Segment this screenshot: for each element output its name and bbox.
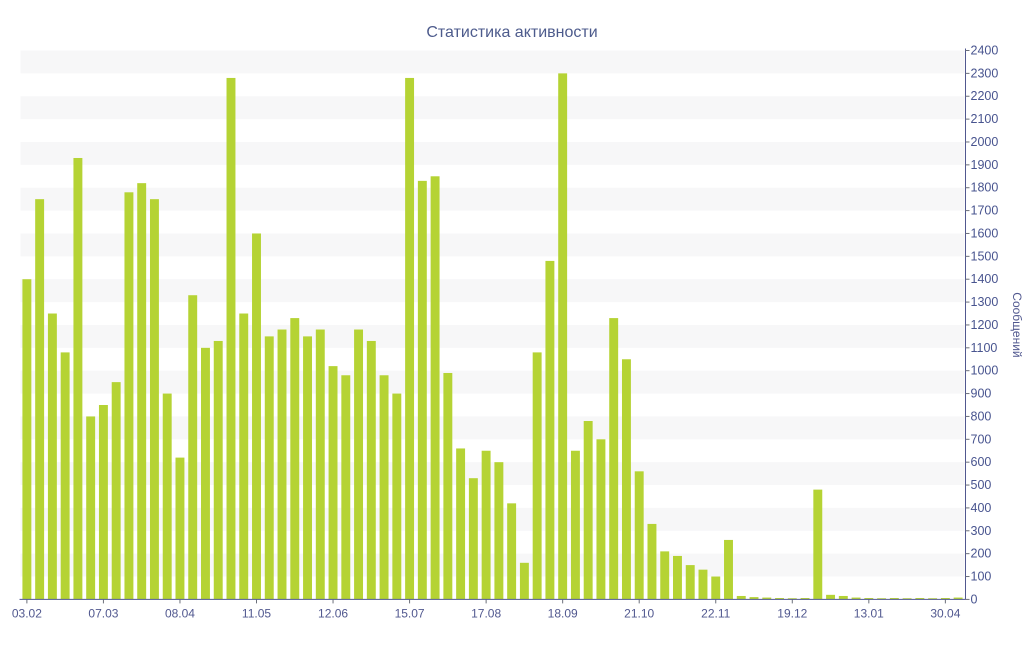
svg-text:2400: 2400 bbox=[971, 44, 999, 58]
svg-text:1800: 1800 bbox=[971, 181, 999, 195]
svg-text:2100: 2100 bbox=[971, 112, 999, 126]
svg-text:15.07: 15.07 bbox=[395, 606, 425, 620]
svg-text:18.09: 18.09 bbox=[548, 606, 578, 620]
svg-text:13.01: 13.01 bbox=[854, 606, 884, 620]
svg-text:11.05: 11.05 bbox=[242, 606, 271, 620]
svg-text:400: 400 bbox=[971, 501, 992, 515]
svg-text:300: 300 bbox=[971, 524, 992, 538]
svg-text:07.03: 07.03 bbox=[88, 606, 118, 620]
svg-text:800: 800 bbox=[971, 409, 992, 423]
svg-text:1700: 1700 bbox=[971, 204, 999, 218]
svg-text:12.06: 12.06 bbox=[318, 606, 348, 620]
svg-text:0: 0 bbox=[971, 592, 978, 606]
svg-text:700: 700 bbox=[971, 432, 992, 446]
svg-text:1900: 1900 bbox=[971, 158, 999, 172]
svg-text:1100: 1100 bbox=[971, 341, 998, 355]
svg-text:08.04: 08.04 bbox=[165, 606, 195, 620]
svg-text:2200: 2200 bbox=[971, 89, 999, 103]
svg-text:30.04: 30.04 bbox=[930, 606, 960, 620]
svg-text:500: 500 bbox=[971, 478, 992, 492]
svg-text:2000: 2000 bbox=[971, 135, 999, 149]
svg-text:2300: 2300 bbox=[971, 66, 999, 80]
svg-text:21.10: 21.10 bbox=[624, 606, 654, 620]
svg-text:1200: 1200 bbox=[971, 318, 999, 332]
svg-text:200: 200 bbox=[971, 547, 992, 561]
svg-text:03.02: 03.02 bbox=[12, 606, 42, 620]
svg-text:1300: 1300 bbox=[971, 295, 999, 309]
svg-text:17.08: 17.08 bbox=[471, 606, 501, 620]
svg-text:Сообщений: Сообщений bbox=[1010, 292, 1024, 357]
svg-text:1000: 1000 bbox=[971, 364, 999, 378]
svg-text:22.11: 22.11 bbox=[701, 606, 730, 620]
svg-text:600: 600 bbox=[971, 455, 992, 469]
svg-text:1600: 1600 bbox=[971, 226, 999, 240]
svg-text:19.12: 19.12 bbox=[777, 606, 807, 620]
svg-text:100: 100 bbox=[971, 570, 992, 584]
svg-text:1500: 1500 bbox=[971, 249, 999, 263]
svg-text:1400: 1400 bbox=[971, 272, 999, 286]
svg-text:900: 900 bbox=[971, 387, 992, 401]
